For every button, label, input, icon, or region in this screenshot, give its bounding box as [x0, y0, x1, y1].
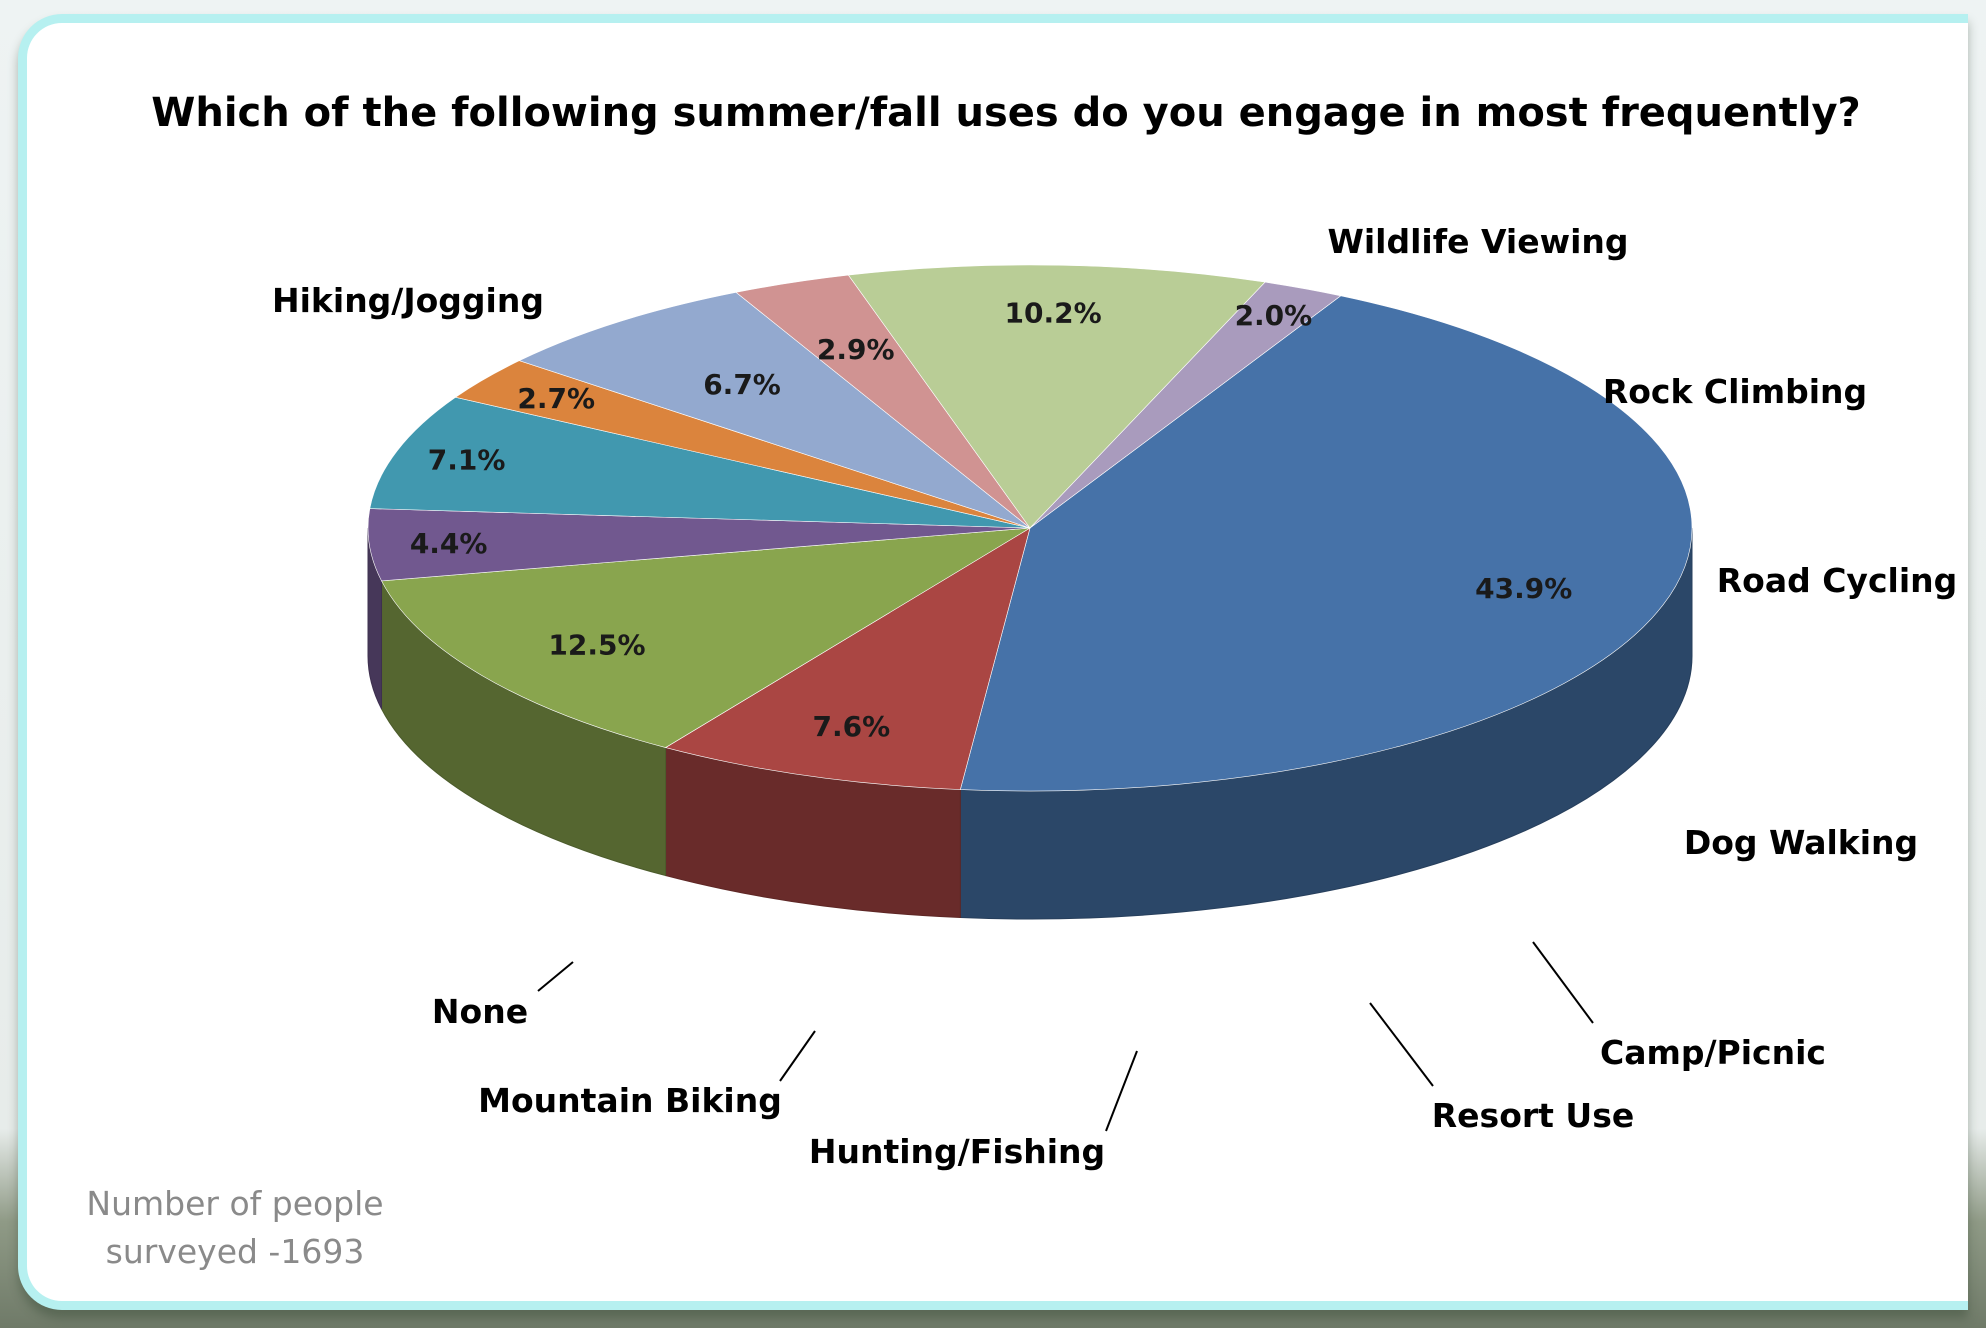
survey-note-line-1: Number of people	[86, 1184, 384, 1223]
survey-note: Number of people surveyed -1693	[70, 1180, 400, 1276]
pie-slice-9	[1029, 281, 1342, 529]
pie-slice-8	[847, 264, 1266, 529]
pie-slices	[367, 264, 1693, 792]
category-label-8: Mountain Biking	[478, 1081, 782, 1120]
pie-slice-4	[369, 396, 1031, 529]
pie-slice-0	[959, 295, 1693, 792]
value-label-7: 2.9%	[817, 333, 895, 366]
value-label-1: 7.6%	[812, 710, 890, 743]
category-label-3: Road Cycling	[1717, 561, 1958, 600]
survey-note-line-2: surveyed -1693	[105, 1232, 365, 1271]
category-label-6: Resort Use	[1432, 1096, 1634, 1135]
category-label-0: Hiking/Jogging	[272, 281, 544, 320]
leader-line-5	[1532, 941, 1594, 1024]
leader-line-8	[779, 1030, 816, 1082]
value-label-4: 7.1%	[428, 443, 506, 476]
category-label-1: Wildlife Viewing	[1327, 222, 1628, 261]
value-label-2: 12.5%	[548, 628, 645, 661]
value-label-8: 10.2%	[1005, 297, 1102, 330]
category-label-5: Camp/Picnic	[1600, 1033, 1826, 1072]
value-label-9: 2.0%	[1235, 299, 1313, 332]
category-label-2: Rock Climbing	[1603, 372, 1867, 411]
category-labels: Hiking/Jogging Wildlife Viewing Rock Climb…	[272, 222, 1957, 1171]
pie-slice-2	[381, 527, 1031, 748]
value-label-5: 2.7%	[517, 382, 595, 415]
category-label-7: Hunting/Fishing	[809, 1132, 1105, 1171]
pie-sides	[367, 527, 1693, 920]
value-label-6: 6.7%	[703, 368, 781, 401]
category-label-9: None	[432, 992, 528, 1031]
leader-line-9	[537, 961, 574, 992]
pie-slice-6	[518, 292, 1031, 529]
value-label-0: 43.9%	[1475, 572, 1572, 605]
value-label-3: 4.4%	[410, 527, 488, 560]
category-label-4: Dog Walking	[1684, 823, 1918, 862]
pie-slice-3	[367, 508, 1031, 582]
leader-line-6	[1369, 1002, 1434, 1087]
leader-line-7	[1105, 1050, 1138, 1132]
chart-title: Which of the following summer/fall uses …	[151, 90, 1861, 136]
value-labels: 43.9% 7.6% 12.5% 4.4% 7.1% 2.7% 6.7% 2.9% 10.2% 2…	[410, 297, 1573, 744]
pie-slice-1	[664, 527, 1031, 790]
leader-lines	[537, 941, 1594, 1132]
